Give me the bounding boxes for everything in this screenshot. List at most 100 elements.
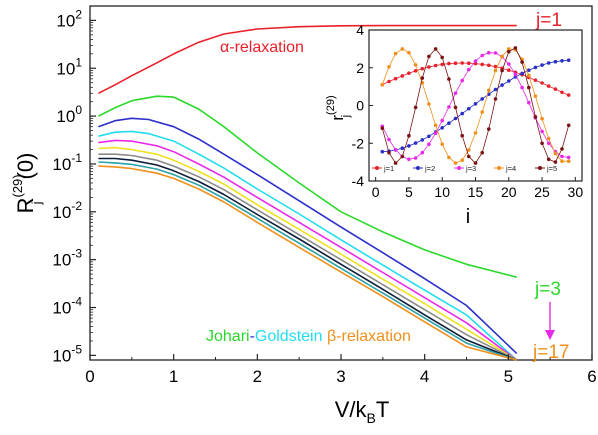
- inset-point: [400, 154, 405, 159]
- inset-point: [453, 105, 458, 110]
- inset-x-tick-label: 15: [468, 184, 484, 200]
- inset-point: [440, 62, 445, 67]
- inset-point: [393, 161, 398, 165]
- inset-point: [400, 74, 405, 78]
- inset-point: [533, 94, 538, 98]
- inset-point: [560, 147, 564, 151]
- inset-point: [527, 85, 531, 90]
- inset-point: [533, 78, 538, 82]
- inset-point: [500, 83, 504, 87]
- inset-point: [560, 59, 564, 63]
- inset-point: [427, 54, 431, 59]
- inset-point: [507, 79, 511, 83]
- main-series-line-10: [98, 165, 517, 361]
- inset-x-tick-label: 10: [434, 184, 450, 200]
- inset-point: [487, 50, 491, 55]
- inset-y-tick-label: 4: [356, 22, 364, 38]
- main-y-tick-label: 10-2: [52, 199, 82, 222]
- inset-point: [440, 126, 445, 130]
- inset-point: [507, 49, 511, 54]
- inset-point: [447, 155, 451, 160]
- inset-point: [546, 61, 551, 65]
- inset-point: [460, 111, 465, 116]
- inset-point: [493, 87, 498, 92]
- inset-point: [387, 137, 391, 142]
- inset-point: [433, 123, 438, 128]
- inset-point: [380, 126, 385, 130]
- inset-point: [507, 62, 511, 66]
- inset-point: [533, 115, 538, 119]
- main-series-line-7: [98, 153, 518, 361]
- inset-point: [433, 47, 438, 51]
- inset-point: [447, 77, 451, 81]
- inset-point: [513, 46, 518, 50]
- inset-point: [467, 148, 471, 152]
- inset-point: [507, 68, 511, 72]
- inset-point: [480, 110, 485, 114]
- inset-series-group: [380, 46, 571, 165]
- inset-point: [507, 47, 511, 51]
- main-x-tick-label: 5: [504, 367, 513, 386]
- main-x-axis-label: V/kBT: [335, 397, 390, 426]
- inset-point: [460, 61, 465, 65]
- main-x-tick-label: 4: [420, 367, 429, 386]
- inset-point: [520, 85, 524, 90]
- inset-point: [480, 62, 485, 67]
- inset-point: [387, 150, 391, 155]
- inset-point: [453, 61, 458, 65]
- inset-point: [487, 63, 491, 68]
- main-series-line-5: [98, 139, 518, 361]
- main-y-tick-label: 101: [56, 55, 82, 78]
- inset-point: [540, 129, 544, 134]
- inset-point: [540, 63, 544, 67]
- inset-point: [400, 146, 405, 150]
- inset-point: [566, 93, 571, 97]
- inset-point: [427, 134, 431, 139]
- main-y-tick-label: 10-5: [52, 342, 82, 365]
- inset-point: [553, 151, 558, 156]
- main-series-line-4: [98, 130, 518, 361]
- inset-point: [440, 55, 445, 60]
- inset-point: [420, 76, 425, 80]
- inset-point: [566, 123, 571, 128]
- inset-point: [566, 159, 571, 163]
- inset-point: [407, 71, 411, 75]
- main-x-tick-label: 6: [587, 367, 596, 386]
- main-y-tick-label: 100: [56, 103, 82, 126]
- main-x-axis: 0 1 2 3 4 5 6: [85, 354, 597, 386]
- inset-legend-marker: [538, 166, 542, 170]
- inset-point: [460, 133, 465, 138]
- inset-point: [433, 131, 438, 135]
- inset-point: [393, 148, 398, 152]
- inset-point: [413, 69, 418, 73]
- inset-point: [493, 68, 498, 73]
- label-j1: j=1: [535, 10, 562, 31]
- inset-legend: j=1 j=2 j=3 j=4 j=5: [372, 164, 557, 173]
- inset-point: [440, 142, 445, 146]
- inset-point: [400, 47, 405, 51]
- inset-legend-marker: [416, 166, 420, 170]
- inset-point: [413, 63, 418, 67]
- inset-legend-label: j=1: [383, 164, 394, 173]
- main-x-tick-label: 3: [336, 367, 345, 386]
- inset-point: [380, 149, 385, 154]
- inset-x-axis-label: i: [466, 206, 470, 228]
- inset-point: [447, 121, 451, 125]
- inset-point: [480, 97, 485, 101]
- inset-point: [467, 67, 471, 72]
- inset-point: [473, 59, 478, 63]
- inset-point: [407, 133, 411, 138]
- inset-point: [413, 105, 418, 110]
- inset-legend-label: j=5: [546, 164, 557, 173]
- inset-y-tick-label: -4: [352, 173, 365, 189]
- inset-point: [527, 73, 531, 78]
- inset-point: [380, 82, 385, 87]
- main-series-line-9: [98, 161, 517, 361]
- main-series-line-6: [98, 146, 518, 361]
- inset-point: [527, 68, 531, 72]
- inset-point: [467, 61, 471, 65]
- inset-point: [453, 116, 458, 121]
- inset-point: [420, 66, 425, 71]
- inset-point: [566, 58, 571, 62]
